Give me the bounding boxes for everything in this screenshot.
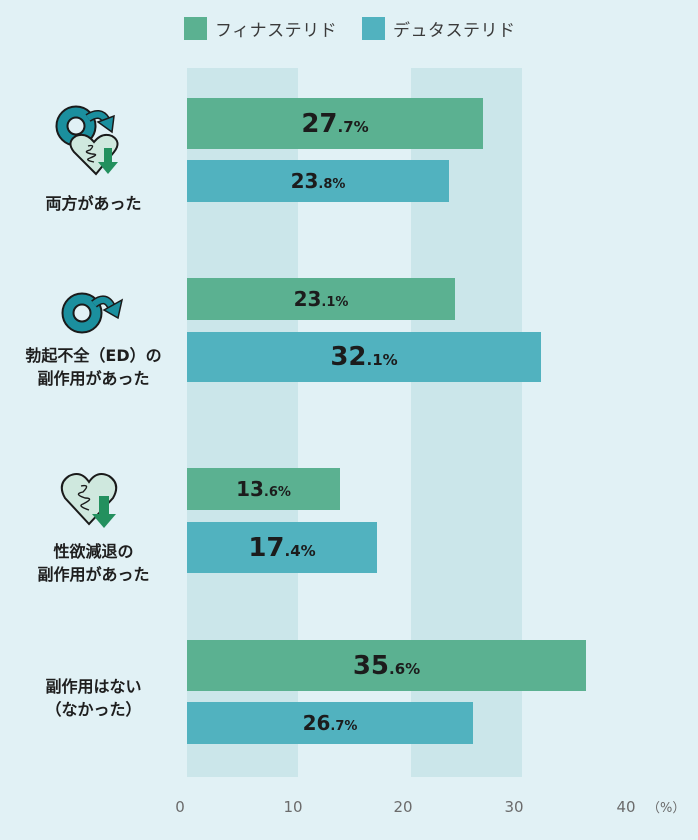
x-tick-10: 10 bbox=[283, 798, 303, 816]
x-tick-30: 30 bbox=[504, 798, 524, 816]
chart-legend: フィナステリド デュタステリド bbox=[0, 16, 698, 41]
bar-dutasteride-ed: 32.1% bbox=[187, 332, 541, 382]
legend-label: デュタステリド bbox=[393, 20, 516, 41]
x-tick-40: 40 bbox=[616, 798, 636, 816]
x-axis-unit: （%） bbox=[647, 801, 686, 816]
bar-finasteride-both: 27.7% bbox=[187, 98, 483, 149]
category-label: 勃起不全（ED）の 副作用があった bbox=[25, 346, 162, 388]
legend-swatch-finasteride bbox=[184, 16, 207, 40]
category-label: 性欲減退の 副作用があった bbox=[37, 542, 150, 584]
heart-down-arrow-icon bbox=[60, 473, 117, 528]
bar-finasteride-libido: 13.6% bbox=[187, 468, 340, 510]
bar-finasteride-none: 35.6% bbox=[187, 640, 586, 691]
bar-value: 32.1% bbox=[330, 342, 398, 372]
bar-dutasteride-none: 26.7% bbox=[187, 702, 473, 744]
bar-value: 26.7% bbox=[302, 711, 358, 735]
bar-value: 23.8% bbox=[290, 169, 346, 193]
bar-value: 17.4% bbox=[248, 532, 316, 563]
legend-item-finasteride: フィナステリド bbox=[184, 16, 338, 41]
bar-dutasteride-both: 23.8% bbox=[187, 160, 449, 202]
bar-value: 35.6% bbox=[352, 650, 421, 681]
bar-value: 13.6% bbox=[236, 477, 291, 501]
legend-item-dutasteride: デュタステリド bbox=[362, 16, 516, 41]
category-label: 両方があった bbox=[45, 194, 142, 213]
category-libido: 性欲減退の 副作用があった bbox=[0, 466, 187, 586]
legend-swatch-dutasteride bbox=[362, 16, 385, 40]
bar-finasteride-ed: 23.1% bbox=[187, 278, 455, 320]
male-symbol-and-heart-down-icon bbox=[55, 105, 118, 176]
category-both: 両方があった bbox=[0, 104, 187, 215]
category-none: 副作用はない （なかった） bbox=[0, 675, 187, 721]
legend-label: フィナステリド bbox=[215, 20, 338, 41]
bar-value: 27.7% bbox=[301, 108, 369, 139]
x-tick-20: 20 bbox=[393, 798, 413, 816]
category-label: 副作用はない （なかった） bbox=[45, 677, 142, 719]
category-ed: 勃起不全（ED）の 副作用があった bbox=[0, 288, 187, 390]
bar-value: 23.1% bbox=[293, 287, 349, 311]
bar-dutasteride-libido: 17.4% bbox=[187, 522, 377, 573]
x-tick-0: 0 bbox=[175, 798, 185, 816]
male-symbol-icon bbox=[61, 292, 123, 334]
